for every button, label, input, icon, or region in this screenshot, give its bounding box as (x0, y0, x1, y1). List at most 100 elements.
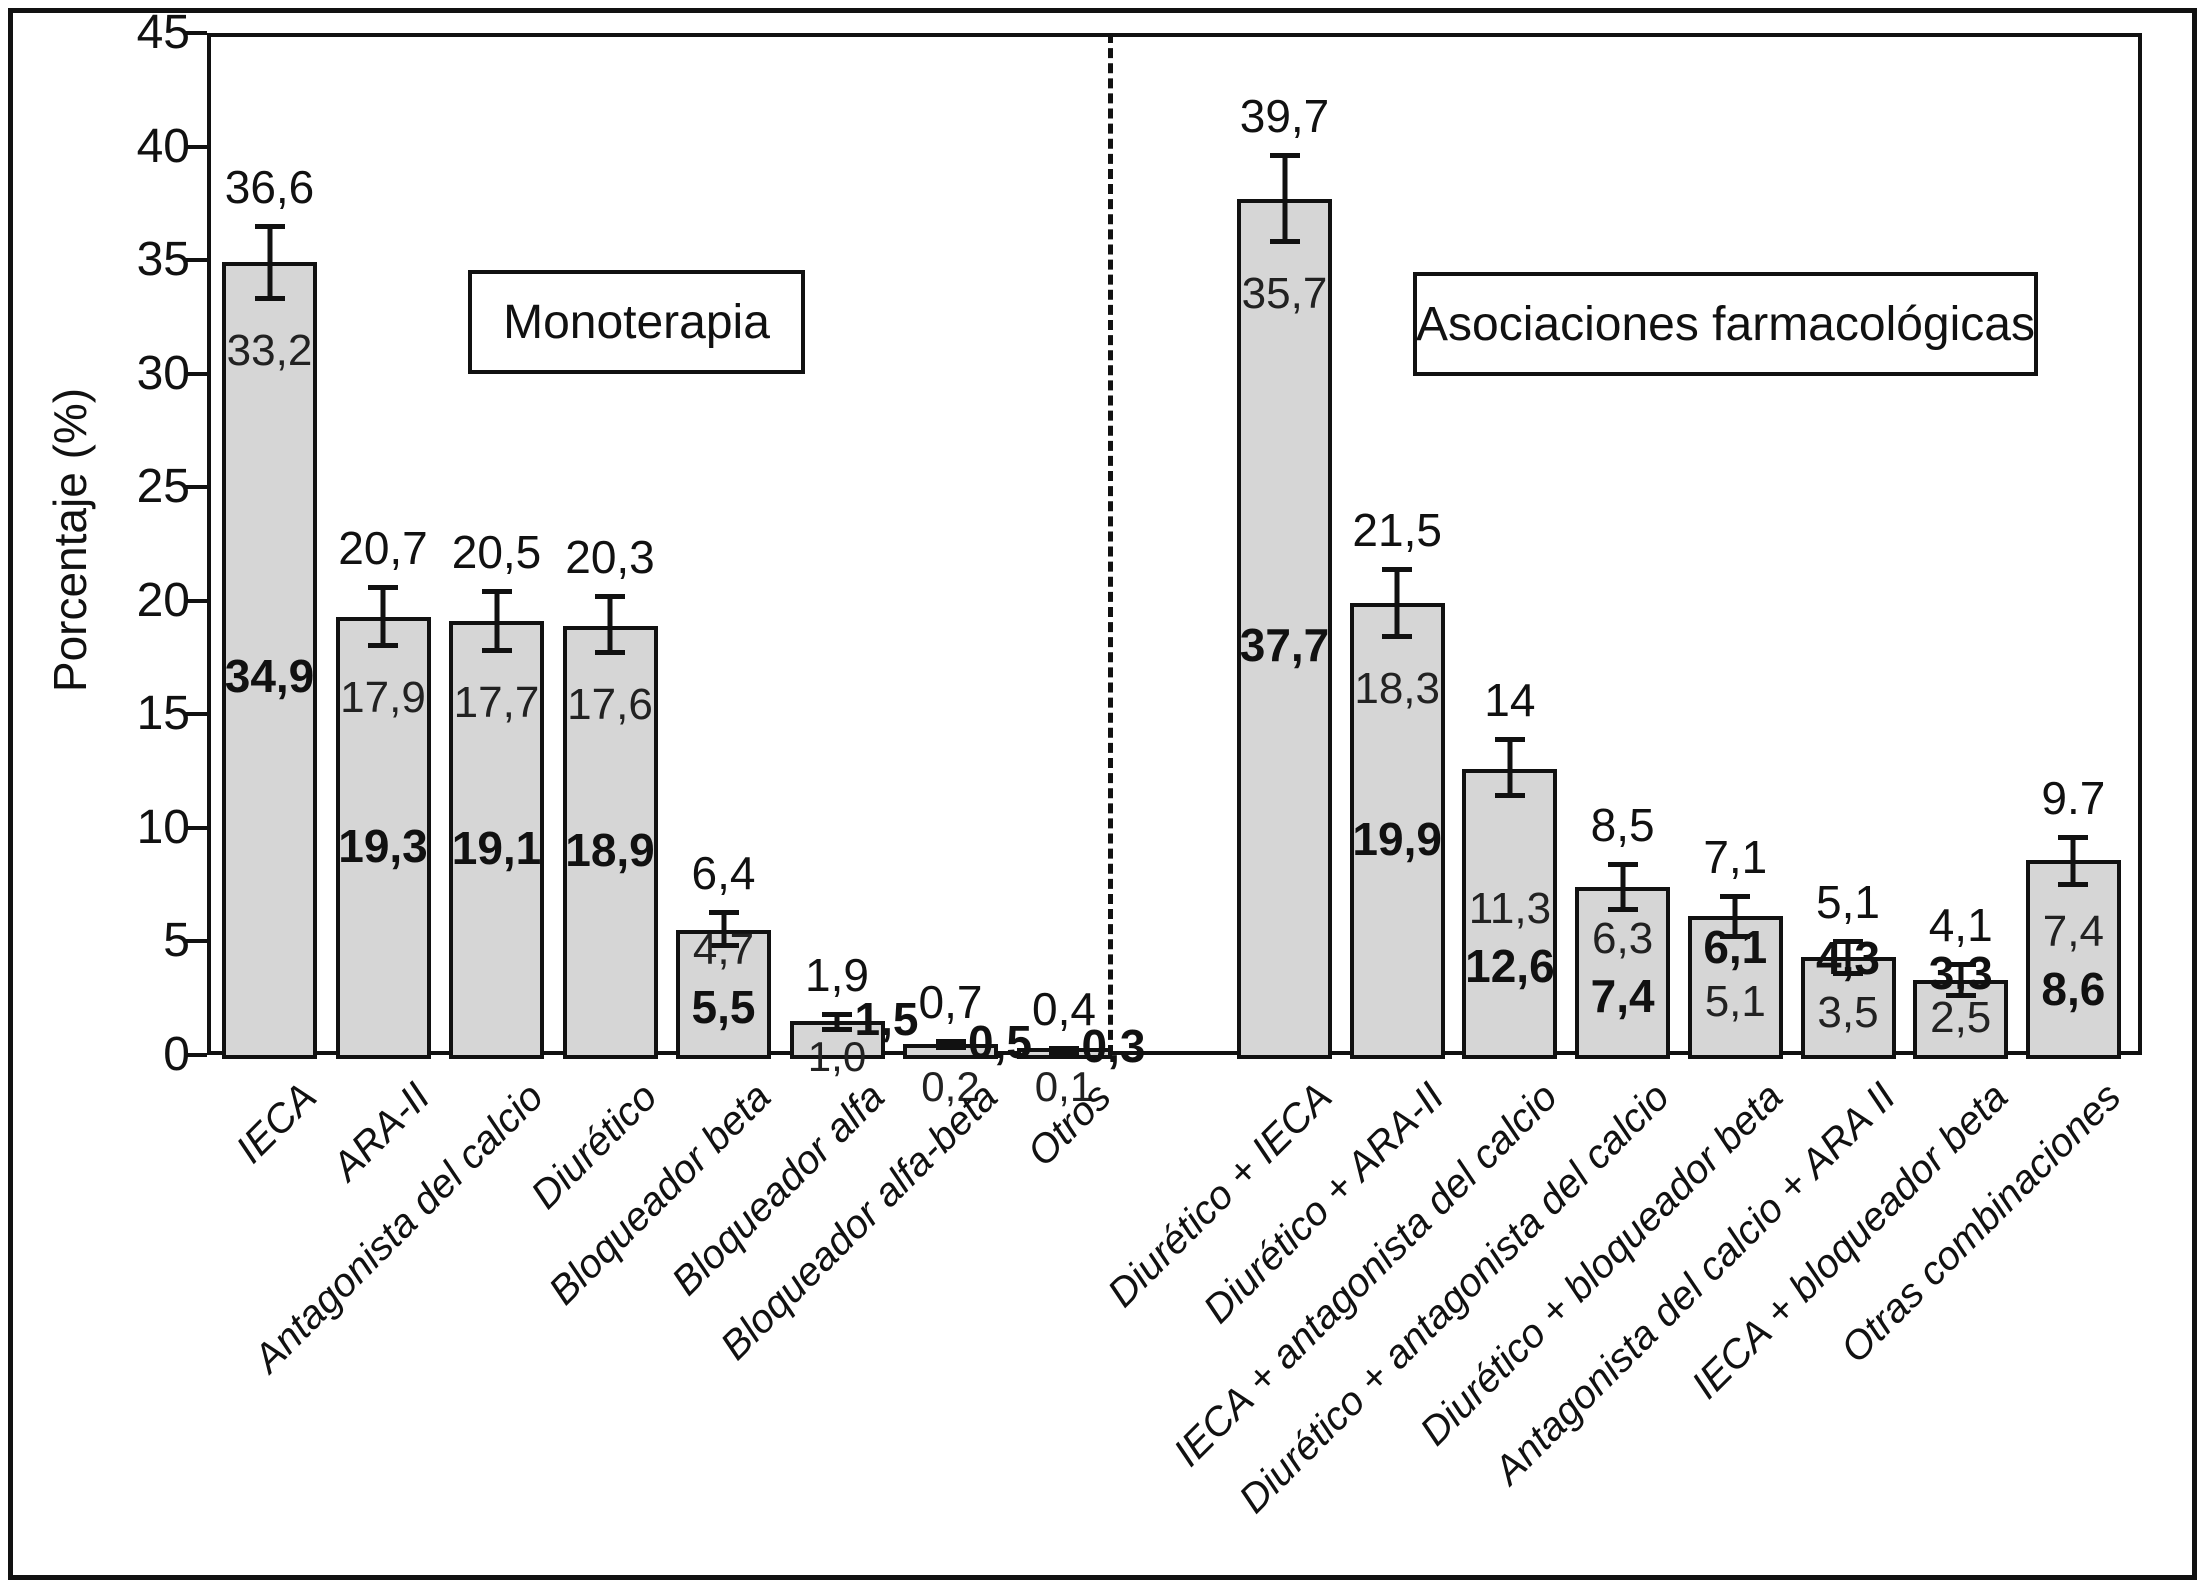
estimate-label: 19,1 (451, 821, 542, 874)
lower-ci-label: 35,7 (1241, 269, 1328, 319)
bar (335, 616, 431, 1059)
y-tick-mark (185, 712, 207, 717)
y-tick-mark (185, 258, 207, 263)
error-bar (1494, 737, 1525, 799)
error-bar-line (1507, 742, 1513, 794)
y-tick-label: 35 (136, 233, 190, 287)
error-bar (481, 589, 512, 653)
group-label-asociaciones: Asociaciones farmacológicas (1413, 272, 2038, 376)
lower-ci-label: 33,2 (226, 325, 313, 375)
y-tick-mark (185, 485, 207, 490)
bar (1687, 916, 1783, 1059)
lower-ci-label: 4,7 (692, 924, 755, 974)
bar (1462, 768, 1558, 1059)
upper-ci-label: 0,4 (1032, 982, 1096, 1035)
estimate-label: 6,1 (1703, 921, 1768, 974)
y-tick-label: 45 (136, 6, 190, 59)
y-tick-label: 20 (136, 573, 190, 627)
error-bar-line (1282, 158, 1287, 240)
estimate-label: 3,3 (1928, 947, 1993, 1000)
bar (1349, 603, 1445, 1059)
y-tick-mark (185, 371, 207, 376)
error-bar (1269, 153, 1300, 245)
upper-ci-label: 14 (1484, 674, 1536, 727)
lower-ci-label: 17,9 (340, 673, 426, 723)
bar (562, 625, 658, 1059)
error-bar (2058, 834, 2089, 887)
bar (1237, 198, 1332, 1059)
error-bar (1382, 566, 1413, 640)
lower-ci-label: 1,0 (807, 1033, 867, 1080)
plot-area (207, 33, 2142, 1055)
estimate-label: 8,6 (2041, 963, 2106, 1016)
group-divider-dashed-line (1108, 33, 1113, 1055)
error-bar-line (494, 594, 499, 648)
estimate-label: 1,5 (854, 992, 919, 1045)
y-axis-title: Porcentaje (%) (44, 387, 96, 693)
y-tick-label: 0 (163, 1028, 190, 1081)
error-bar (1607, 861, 1638, 912)
upper-ci-label: 20,3 (565, 530, 655, 583)
error-bar (1049, 1045, 1079, 1056)
upper-ci-label: 36,6 (224, 160, 315, 213)
upper-ci-label: 20,5 (451, 526, 542, 579)
y-tick-mark (185, 939, 207, 944)
error-bar-line (834, 1016, 840, 1028)
error-bar-line (267, 228, 272, 296)
lower-ci-label: 6,3 (1592, 913, 1654, 963)
lower-ci-label: 3,5 (1817, 987, 1879, 1037)
bar (676, 930, 771, 1059)
upper-ci-label: 21,5 (1352, 503, 1442, 556)
upper-ci-label: 8,5 (1590, 798, 1655, 851)
error-bar-line (1620, 866, 1626, 907)
error-bar (708, 909, 739, 949)
upper-ci-label: 20,7 (338, 521, 428, 574)
y-tick-label: 15 (136, 687, 190, 741)
y-tick-mark (185, 598, 207, 603)
error-bar (595, 593, 625, 656)
error-bar-line (1394, 571, 1400, 635)
upper-ci-label: 9.7 (2041, 771, 2106, 824)
y-tick-mark (185, 825, 207, 830)
estimate-label: 5,5 (691, 980, 756, 1033)
y-tick-label: 30 (136, 346, 190, 400)
lower-ci-label: 0,2 (921, 1063, 980, 1110)
lower-ci-label: 17,7 (453, 678, 540, 727)
figure-border (8, 8, 2197, 1580)
error-bar-line (721, 914, 726, 944)
estimate-label: 18,9 (565, 823, 655, 876)
error-bar (1720, 893, 1751, 940)
error-bar (1833, 939, 1863, 976)
error-bar-line (380, 589, 386, 644)
y-tick-mark (185, 144, 207, 149)
error-bar-line (2070, 839, 2076, 882)
error-bar (1945, 961, 1976, 999)
error-bar (368, 584, 398, 649)
y-tick-mark (185, 31, 207, 35)
error-bar (822, 1011, 852, 1033)
error-bar-line (607, 598, 613, 651)
error-bar (935, 1039, 966, 1051)
group-label-monoterapia: Monoterapia (468, 270, 805, 374)
estimate-label: 19,9 (1352, 813, 1442, 866)
upper-ci-label: 0,7 (918, 976, 983, 1029)
error-bar-line (948, 1044, 953, 1046)
estimate-label: 34,9 (224, 649, 315, 702)
estimate-label: 37,7 (1239, 619, 1330, 672)
bar (222, 262, 317, 1059)
y-tick-label: 5 (163, 914, 190, 968)
estimate-label: 12,6 (1465, 940, 1555, 993)
error-bar-line (1958, 966, 1964, 994)
lower-ci-label: 2,5 (1930, 993, 1992, 1043)
upper-ci-label: 7,1 (1703, 830, 1768, 883)
upper-ci-label: 4,1 (1928, 898, 1993, 951)
estimate-label: 0,3 (1081, 1020, 1146, 1073)
estimate-label: 0,5 (968, 1015, 1032, 1068)
estimate-label: 7,4 (1590, 969, 1655, 1022)
bar (449, 621, 544, 1059)
upper-ci-label: 6,4 (691, 846, 756, 899)
lower-ci-label: 11,3 (1468, 884, 1552, 934)
upper-ci-label: 5,1 (1816, 876, 1880, 929)
error-bar (254, 223, 285, 301)
